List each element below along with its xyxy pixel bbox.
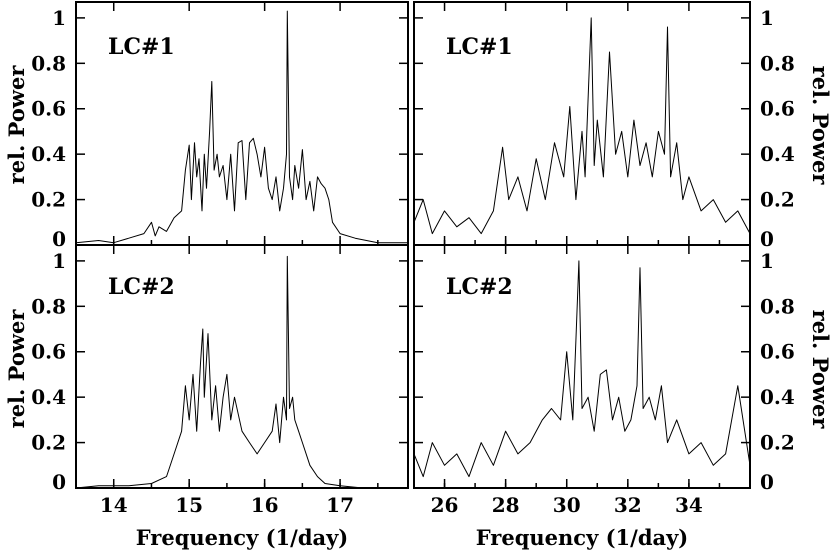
y-tick-label: 0.4 — [760, 142, 795, 166]
series-layer — [413, 17, 751, 235]
x-tick-label: 30 — [553, 493, 581, 517]
panel-label: LC#2 — [446, 274, 513, 300]
x-tick-label: 34 — [675, 493, 703, 517]
y-tick-label: 0.2 — [31, 431, 66, 455]
y-tick-label: 0.4 — [760, 385, 795, 409]
x-tick-label: 26 — [431, 493, 459, 517]
x-axis-label: Frequency (1/day) — [136, 525, 349, 550]
series-layer — [75, 255, 408, 489]
series-line — [413, 260, 751, 478]
y-tick-label: 0.4 — [31, 142, 66, 166]
x-axis-label: Frequency (1/day) — [476, 525, 689, 550]
y-tick-label: 1 — [760, 6, 774, 30]
tick-layer: 26 28 30 32 34 0 0.2 0.4 0.6 0.8 1 — [413, 245, 795, 517]
y-tick-label: 0 — [52, 227, 66, 251]
series-line — [75, 10, 408, 244]
y-tick-label: 0 — [760, 470, 774, 494]
y-tick-label: 0.6 — [31, 340, 66, 364]
tick-layer: 14 15 16 17 0 0.2 0.4 0.6 0.8 1 — [31, 245, 408, 517]
y-tick-label: 0 — [52, 470, 66, 494]
y-tick-label: 0.2 — [31, 188, 66, 212]
panel-label: LC#2 — [108, 274, 175, 300]
x-tick-label: 32 — [614, 493, 642, 517]
tick-layer: 0 0.2 0.4 0.6 0.8 1 — [31, 2, 408, 251]
y-axis-label: rel. Power — [4, 309, 29, 429]
y-tick-label: 1 — [52, 249, 66, 273]
series-line — [413, 17, 751, 235]
x-tick-label: 14 — [100, 493, 128, 517]
panel-top-left: LC#1 rel. Power 0 0.2 0.4 0.6 0.8 1 — [4, 1, 409, 251]
y-axis-label: rel. Power — [4, 65, 29, 185]
y-tick-label: 0.6 — [760, 340, 795, 364]
y-tick-label: 0.6 — [760, 97, 795, 121]
panel-label: LC#1 — [108, 34, 175, 60]
panel-label: LC#1 — [446, 34, 513, 60]
y-axis-label: rel. Power — [808, 310, 830, 430]
y-tick-label: 0 — [760, 227, 774, 251]
y-tick-label: 0.8 — [760, 51, 795, 75]
x-tick-label: 28 — [492, 493, 520, 517]
y-tick-label: 0.2 — [760, 431, 795, 455]
plot-frame — [413, 244, 751, 489]
y-tick-label: 0.8 — [760, 294, 795, 318]
panel-top-right: LC#1 rel. Power 0 0.2 0.4 0.6 0.8 1 — [413, 1, 830, 251]
plot-frame — [75, 244, 409, 489]
series-layer — [75, 10, 408, 244]
series-line — [75, 255, 408, 489]
y-tick-label: 1 — [52, 6, 66, 30]
y-tick-label: 1 — [760, 249, 774, 273]
y-axis-label: rel. Power — [808, 66, 830, 186]
x-tick-label: 16 — [251, 493, 279, 517]
tick-layer: 0 0.2 0.4 0.6 0.8 1 — [413, 2, 795, 251]
y-tick-label: 0.2 — [760, 188, 795, 212]
x-tick-label: 15 — [175, 493, 203, 517]
y-tick-label: 0.6 — [31, 97, 66, 121]
x-tick-label: 17 — [326, 493, 354, 517]
series-layer — [413, 260, 751, 478]
panel-bottom-left: LC#2 rel. Power Frequency (1/day) 14 15 16… — [4, 244, 409, 550]
panel-bottom-right: LC#2 rel. Power Frequency (1/day) 26 28 30… — [413, 244, 830, 550]
y-tick-label: 0.8 — [31, 51, 66, 75]
y-tick-label: 0.4 — [31, 385, 66, 409]
y-tick-label: 0.8 — [31, 294, 66, 318]
